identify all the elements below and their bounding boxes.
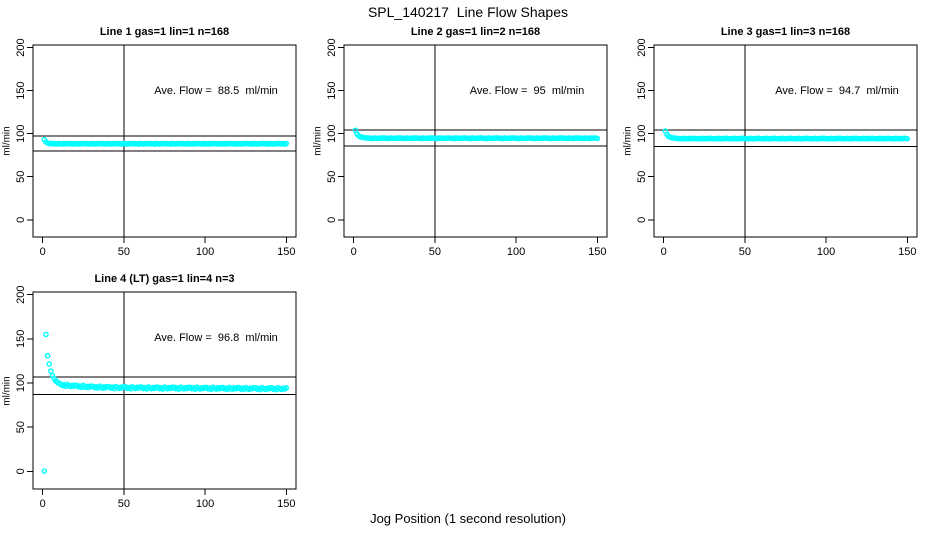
panel-line-2: Line 2 gas=1 lin=2 n=168 ml/min Ave. Flo… — [313, 26, 608, 258]
data-point — [41, 468, 48, 474]
x-tick-label: 100 — [196, 246, 214, 258]
y-tick-label: 100 — [636, 125, 648, 143]
x-tick-label: 150 — [588, 246, 606, 258]
data-point — [43, 331, 49, 338]
y-axis-label: ml/min — [1, 375, 13, 406]
y-tick-label: 0 — [15, 217, 27, 223]
panel-line-3: Line 3 gas=1 lin=3 n=168 ml/min Ave. Flo… — [623, 26, 918, 258]
y-tick-label: 150 — [15, 330, 27, 348]
panel-line-4: Line 4 (LT) gas=1 lin=4 n=3 ml/min Ave. … — [2, 273, 297, 510]
x-tick-label: 50 — [118, 498, 130, 510]
x-tick-label: 150 — [277, 498, 295, 510]
x-tick-label: 150 — [898, 246, 916, 258]
x-tick-label: 100 — [817, 246, 835, 258]
data-point — [904, 135, 911, 142]
y-tick-label: 100 — [15, 125, 27, 143]
y-tick-label: 200 — [15, 38, 27, 56]
y-tick-label: 0 — [636, 217, 648, 223]
y-tick-label: 150 — [326, 81, 338, 99]
panel-title: Line 3 gas=1 lin=3 n=168 — [720, 26, 851, 38]
x-tick-label: 0 — [351, 246, 357, 258]
y-tick-label: 100 — [15, 374, 27, 392]
plot-border — [343, 44, 608, 238]
y-tick-label: 50 — [15, 171, 27, 183]
plot-border — [32, 44, 297, 238]
ave-flow-annotation: Ave. Flow = 96.8 ml/min — [154, 332, 278, 344]
x-tick-label: 0 — [40, 498, 46, 510]
y-tick-label: 150 — [636, 81, 648, 99]
x-tick-label: 150 — [277, 246, 295, 258]
data-point — [283, 385, 290, 391]
y-tick-label: 50 — [636, 171, 648, 183]
y-axis-label: ml/min — [312, 126, 324, 156]
y-tick-label: 0 — [326, 217, 338, 223]
x-tick-label: 0 — [40, 246, 46, 258]
ave-flow-annotation: Ave. Flow = 88.5 ml/min — [154, 85, 278, 97]
data-point — [594, 135, 601, 142]
y-axis-label: ml/min — [622, 126, 634, 156]
plot-svg: 0 50 100 150 0 50 100 150 200 — [15, 285, 297, 510]
data-point — [48, 368, 54, 374]
y-axis-label: ml/min — [1, 126, 13, 156]
data-point — [283, 140, 290, 147]
y-tick-label: 100 — [326, 125, 338, 143]
panel-title: Line 1 gas=1 lin=1 n=168 — [99, 26, 230, 38]
x-axis-label: Jog Position (1 second resolution) — [370, 511, 566, 526]
plot-border — [653, 44, 918, 238]
data-point — [46, 361, 53, 367]
x-tick-label: 50 — [429, 246, 441, 258]
ave-flow-annotation: Ave. Flow = 95 ml/min — [469, 85, 585, 97]
y-tick-label: 200 — [15, 285, 27, 303]
y-tick-label: 50 — [15, 421, 27, 433]
figure-title: SPL_140217 Line Flow Shapes — [367, 4, 569, 20]
panel-title: Line 2 gas=1 lin=2 n=168 — [410, 26, 541, 38]
x-tick-label: 50 — [739, 246, 751, 258]
plot-svg: 0 50 100 150 0 50 100 150 200 — [326, 38, 608, 258]
ave-flow-annotation: Ave. Flow = 94.7 ml/min — [775, 85, 899, 97]
x-tick-label: 100 — [196, 498, 214, 510]
data-point — [44, 352, 51, 359]
panel-line-1: Line 1 gas=1 lin=1 n=168 ml/min Ave. Flo… — [2, 26, 297, 258]
plot-svg: 0 50 100 150 0 50 100 150 200 — [636, 38, 918, 258]
x-tick-label: 100 — [507, 246, 525, 258]
plot-svg: 0 50 100 150 0 50 100 150 200 — [15, 38, 297, 258]
y-tick-label: 200 — [326, 38, 338, 56]
y-tick-label: 150 — [15, 81, 27, 99]
y-tick-label: 50 — [326, 171, 338, 183]
panel-title: Line 4 (LT) gas=1 lin=4 n=3 — [94, 273, 235, 285]
x-tick-label: 50 — [118, 246, 130, 258]
y-tick-label: 0 — [15, 468, 27, 474]
x-tick-label: 0 — [661, 246, 667, 258]
plot-border — [32, 291, 297, 490]
y-tick-label: 200 — [636, 38, 648, 56]
